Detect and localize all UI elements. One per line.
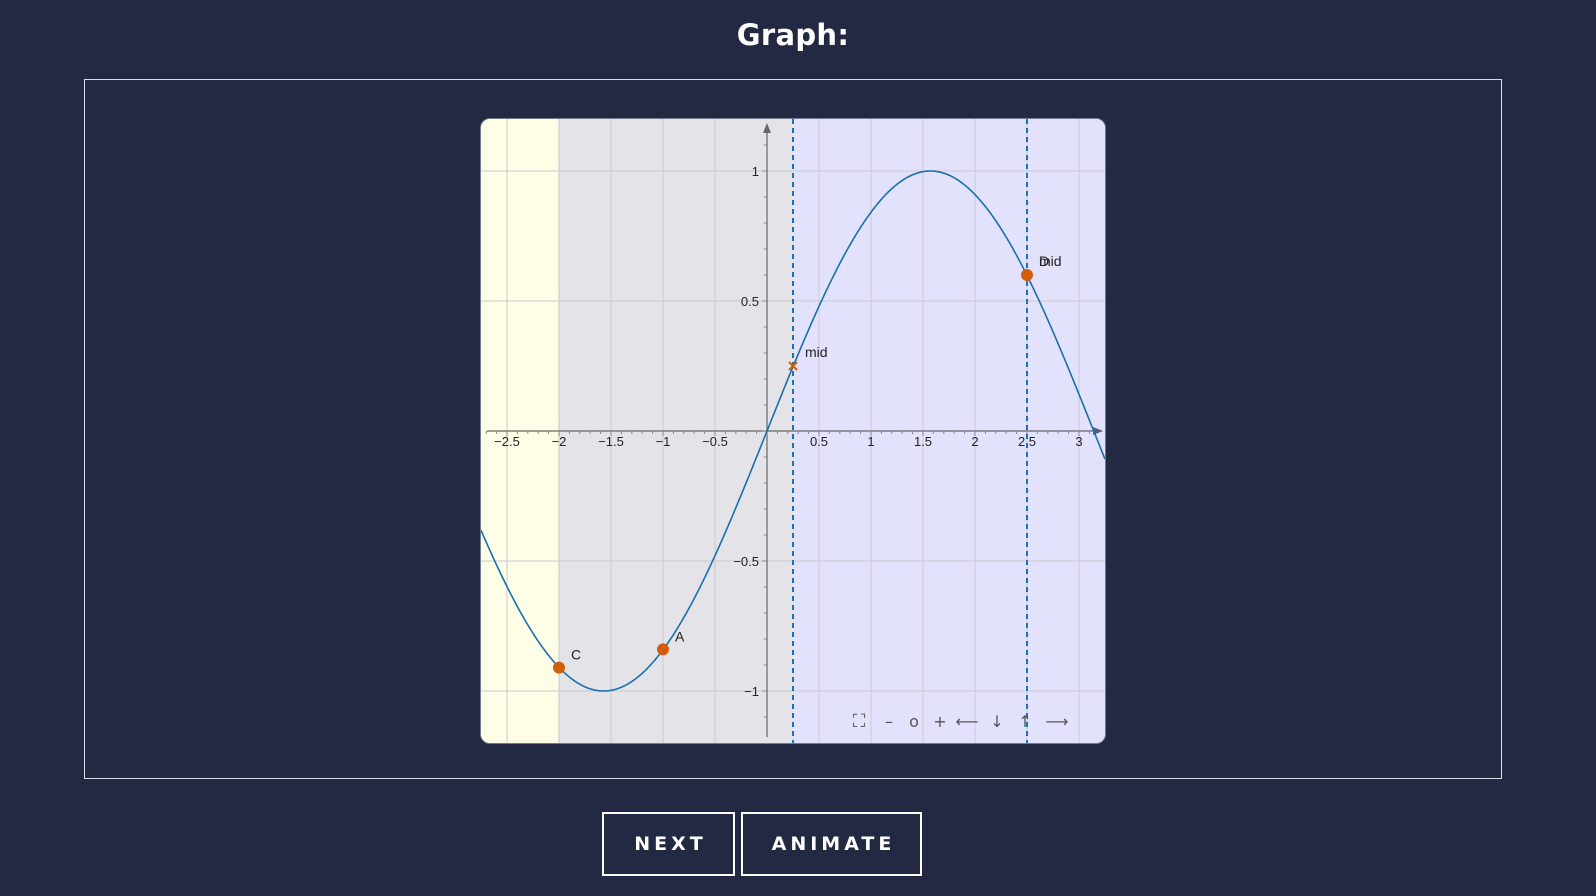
x-tick-label: 0.5 <box>810 434 828 449</box>
point-label: mid <box>1039 253 1062 269</box>
x-tick-label: 1.5 <box>914 434 932 449</box>
tick-labels: −2.5 −2 −1.5 −1 −0.5 0.5 1 1.5 2 2.5 3 −1 −0.5 0.5 1 <box>494 164 1082 699</box>
pan-up-icon[interactable]: ↑ <box>1018 712 1031 731</box>
page-title: Graph: <box>736 18 850 52</box>
graph-frame <box>84 79 1502 779</box>
function-plot[interactable]: −2.5 −2 −1.5 −1 −0.5 0.5 1 1.5 2 2.5 3 −1 −0.5 0.5 1 C… <box>481 119 1105 743</box>
x-axis-arrow <box>1093 427 1103 435</box>
zoom-reset-icon[interactable]: o <box>909 712 919 731</box>
x-tick-label: 2.5 <box>1018 434 1036 449</box>
y-tick-label: 0.5 <box>741 294 759 309</box>
y-tick-label: −1 <box>744 684 759 699</box>
x-tick-label: −1.5 <box>598 434 624 449</box>
fullscreen-icon[interactable]: ⛶ <box>853 711 866 732</box>
y-tick-label: −0.5 <box>733 554 759 569</box>
axes <box>485 123 1103 737</box>
x-tick-label: −1 <box>656 434 671 449</box>
animate-button[interactable]: ANIMATE <box>741 812 922 876</box>
x-tick-label: −2.5 <box>494 434 520 449</box>
x-tick-label: −0.5 <box>702 434 728 449</box>
y-tick-label: 1 <box>752 164 759 179</box>
vertical-lines <box>792 119 1028 743</box>
y-axis-arrow <box>763 123 771 133</box>
x-tick-label: 1 <box>867 434 874 449</box>
zoom-out-icon[interactable]: – <box>885 712 893 731</box>
zoom-in-icon[interactable]: + <box>933 712 946 731</box>
x-tick-label: −2 <box>552 434 567 449</box>
point-d <box>1021 269 1033 281</box>
pan-left-icon[interactable]: ⟵ <box>956 712 979 731</box>
pan-down-icon[interactable]: ↓ <box>990 712 1003 731</box>
graph-controls: ⛶ – o + ⟵ ↓ ↑ ⟶ <box>853 711 1069 732</box>
x-tick-label: 2 <box>971 434 978 449</box>
pan-right-icon[interactable]: ⟶ <box>1046 712 1069 731</box>
point-mid-cross <box>788 361 798 371</box>
point-label: C <box>571 647 581 663</box>
x-tick-label: 3 <box>1075 434 1082 449</box>
next-button[interactable]: NEXT <box>602 812 735 876</box>
graph-applet[interactable]: −2.5 −2 −1.5 −1 −0.5 0.5 1 1.5 2 2.5 3 −1 −0.5 0.5 1 C… <box>480 118 1106 744</box>
point-label: D <box>1039 253 1049 269</box>
point-a <box>657 643 669 656</box>
point-c <box>553 661 565 674</box>
point-label: mid <box>805 344 828 360</box>
point-label: A <box>675 628 685 644</box>
